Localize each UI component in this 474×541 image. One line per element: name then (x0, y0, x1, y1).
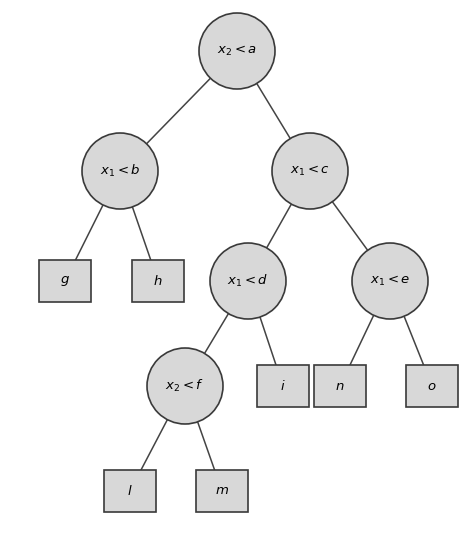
FancyBboxPatch shape (39, 260, 91, 302)
FancyBboxPatch shape (257, 365, 309, 407)
Circle shape (210, 243, 286, 319)
Circle shape (352, 243, 428, 319)
Text: $i$: $i$ (280, 379, 286, 393)
FancyBboxPatch shape (104, 470, 156, 512)
Text: $n$: $n$ (335, 379, 345, 393)
FancyBboxPatch shape (406, 365, 458, 407)
Circle shape (147, 348, 223, 424)
Text: $x_2 < a$: $x_2 < a$ (217, 44, 257, 58)
Text: $l$: $l$ (127, 484, 133, 498)
Circle shape (82, 133, 158, 209)
Text: $x_2 < f$: $x_2 < f$ (165, 378, 204, 394)
Text: $x_1 < b$: $x_1 < b$ (100, 163, 140, 179)
Text: $m$: $m$ (215, 485, 229, 498)
Text: $x_1 < c$: $x_1 < c$ (290, 164, 330, 178)
Text: $x_1 < e$: $x_1 < e$ (370, 274, 410, 288)
Text: $x_1 < d$: $x_1 < d$ (228, 273, 269, 289)
Text: $o$: $o$ (427, 379, 437, 393)
FancyBboxPatch shape (132, 260, 184, 302)
FancyBboxPatch shape (314, 365, 366, 407)
FancyBboxPatch shape (196, 470, 248, 512)
Circle shape (199, 13, 275, 89)
Text: $g$: $g$ (60, 274, 70, 288)
Circle shape (272, 133, 348, 209)
Text: $h$: $h$ (153, 274, 163, 288)
